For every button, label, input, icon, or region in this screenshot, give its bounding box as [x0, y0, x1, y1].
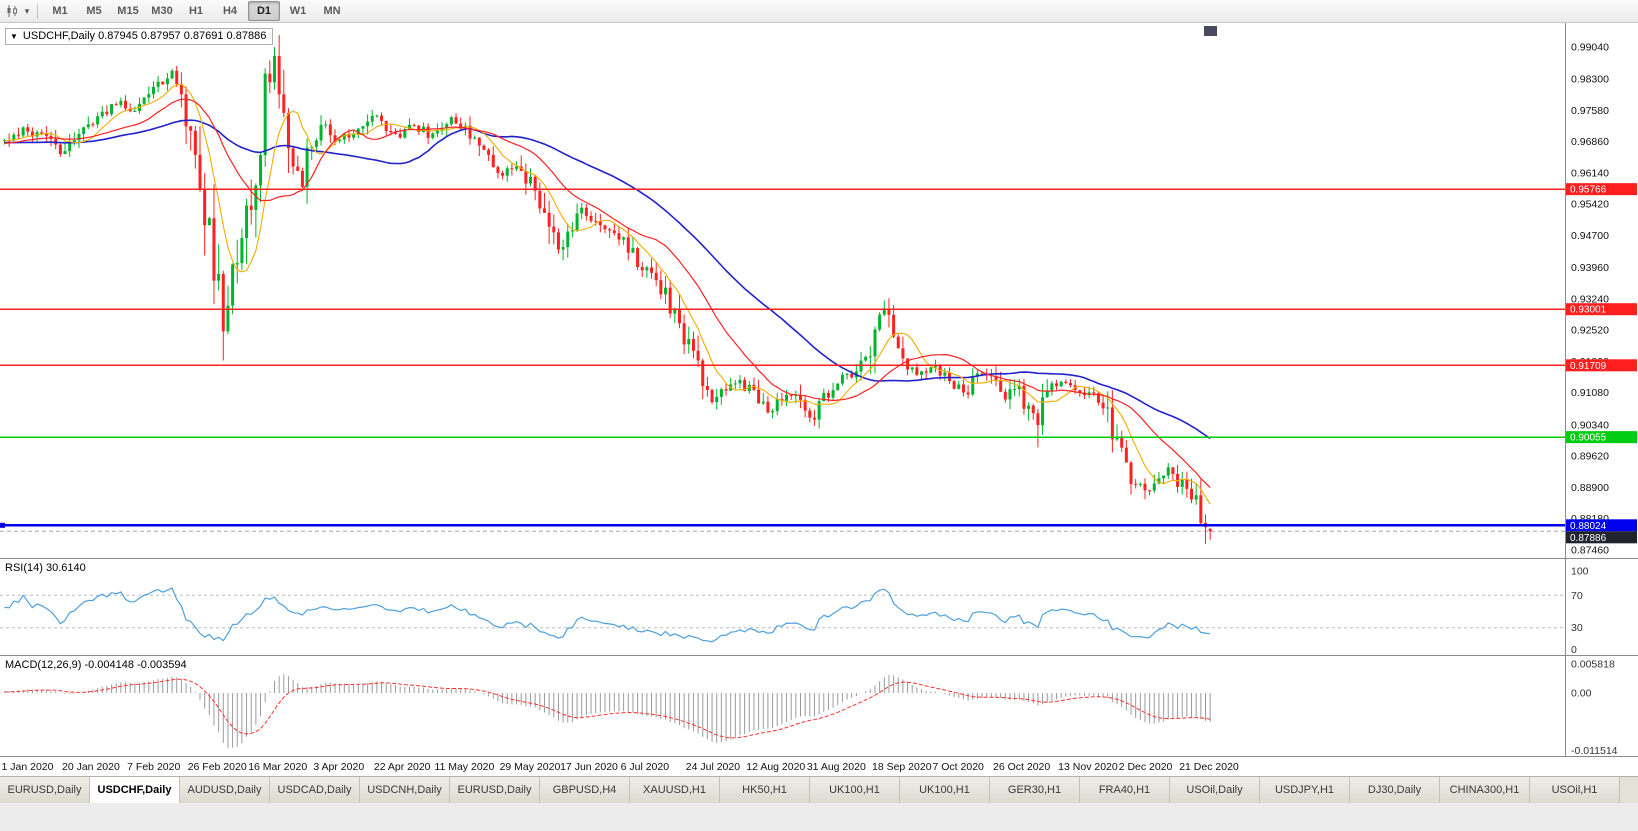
chart-tab-uk100-h1[interactable]: UK100,H1 — [900, 777, 990, 803]
price-axis[interactable] — [1565, 23, 1638, 756]
svg-text:100: 100 — [1571, 566, 1589, 578]
chart-tab-eurusd-daily[interactable]: EURUSD,Daily — [0, 777, 90, 803]
svg-text:0.99040: 0.99040 — [1571, 42, 1609, 54]
svg-text:0.95766: 0.95766 — [1570, 185, 1607, 196]
date-label: 21 Dec 2020 — [1179, 761, 1239, 773]
date-label: 18 Sep 2020 — [871, 761, 932, 773]
date-label: 22 Apr 2020 — [373, 761, 431, 773]
timeframe-button-h1[interactable]: H1 — [188, 5, 204, 17]
chart-tabs-bar: EURUSD,Daily USDCHF,Daily AUDUSD,Daily USDC… — [0, 776, 1638, 803]
date-label: 20 Jan 2020 — [62, 761, 120, 773]
chart-tab-ger30-h1[interactable]: GER30,H1 — [990, 777, 1080, 803]
chart-tab-usdchf-daily[interactable]: USDCHF,Daily — [90, 777, 180, 803]
chart-tab-usdcnh-daily[interactable]: USDCNH,Daily — [360, 777, 450, 803]
svg-text:0.87886: 0.87886 — [1570, 533, 1607, 544]
timeframe-button-h4[interactable]: H4 — [222, 5, 238, 17]
svg-text:0.92520: 0.92520 — [1571, 325, 1609, 337]
date-label: 16 Mar 2020 — [248, 761, 308, 773]
chart-shift-marker[interactable] — [1204, 26, 1217, 36]
svg-text:0.91709: 0.91709 — [1570, 361, 1607, 372]
timeframe-button-m5[interactable]: M5 — [86, 5, 102, 17]
svg-text:0.90340: 0.90340 — [1571, 419, 1609, 431]
svg-text:0.93001: 0.93001 — [1570, 305, 1607, 316]
svg-text:70: 70 — [1571, 590, 1583, 602]
chart-tab-eurusd-daily[interactable]: EURUSD,Daily — [450, 777, 540, 803]
svg-text:0.96860: 0.96860 — [1571, 136, 1609, 148]
toolbar-separator — [37, 3, 38, 19]
price-chart-panel[interactable]: 0.99040 0.98300 0.97580 0.96860 0.96140 0.954… — [0, 23, 1638, 558]
chart-symbol-box[interactable]: ▼ USDCHF,Daily 0.87945 0.87957 0.87691 0… — [5, 28, 274, 45]
svg-text:0.87460: 0.87460 — [1571, 544, 1609, 556]
time-axis[interactable]: 1 Jan 2020 20 Jan 2020 7 Feb 2020 26 Feb 20… — [0, 756, 1638, 776]
chart-tab-gbpusd-h4[interactable]: GBPUSD,H4 — [540, 777, 630, 803]
candlestick-chart-icon[interactable] — [4, 2, 22, 20]
svg-text:0.89620: 0.89620 — [1571, 451, 1609, 463]
chart-title: USDCHF,Daily 0.87945 0.87957 0.87691 0.8… — [22, 30, 267, 42]
timeframe-button-mn[interactable]: MN — [323, 5, 341, 17]
date-label: 26 Oct 2020 — [993, 761, 1051, 773]
chart-tab-uk100-h1[interactable]: UK100,H1 — [810, 777, 900, 803]
date-label: 7 Feb 2020 — [127, 761, 181, 773]
chart-tab-usoil-h1[interactable]: USOil,H1 — [1530, 777, 1620, 803]
chart-tab-usdcad-daily[interactable]: USDCAD,Daily — [270, 777, 360, 803]
svg-text:0.94700: 0.94700 — [1571, 230, 1609, 242]
svg-text:-0.011514: -0.011514 — [1571, 745, 1618, 756]
timeframe-toolbar: ▾ M1 M5 M15 M30 H1 H4 D1 W1 MN — [0, 0, 1638, 23]
chart-tab-xauusd-h1[interactable]: XAUUSD,H1 — [630, 777, 720, 803]
date-label: 3 Apr 2020 — [313, 761, 365, 773]
svg-text:0.96140: 0.96140 — [1571, 167, 1609, 179]
svg-text:0.91080: 0.91080 — [1571, 387, 1609, 399]
date-label: 31 Aug 2020 — [806, 761, 866, 773]
bottom-strip — [0, 803, 1638, 831]
macd-label: MACD(12,26,9) -0.004148 -0.003594 — [5, 659, 187, 671]
date-label: 17 Jun 2020 — [560, 761, 618, 773]
timeframe-button-m15[interactable]: M15 — [117, 5, 139, 17]
svg-text:30: 30 — [1571, 622, 1583, 634]
macd-panel[interactable]: 0.005818 0.00 -0.011514 MACD(12,26,9) -0.0… — [0, 655, 1638, 756]
date-label: 26 Feb 2020 — [187, 761, 247, 773]
date-label: 2 Dec 2020 — [1118, 761, 1173, 773]
chart-tab-dj30-daily[interactable]: DJ30,Daily — [1350, 777, 1440, 803]
svg-text:0.93240: 0.93240 — [1571, 293, 1609, 305]
date-label: 13 Nov 2020 — [1058, 761, 1118, 773]
timeframe-group: M1 M5 M15 M30 H1 H4 D1 W1 MN — [43, 1, 349, 21]
chart-tab-hk50-h1[interactable]: HK50,H1 — [720, 777, 810, 803]
chart-tab-china300-h1[interactable]: CHINA300,H1 — [1440, 777, 1530, 803]
svg-text:0.95420: 0.95420 — [1571, 199, 1609, 211]
svg-text:0.88024: 0.88024 — [1570, 521, 1607, 532]
svg-text:0: 0 — [1571, 644, 1577, 655]
timeframe-button-m1[interactable]: M1 — [52, 5, 68, 17]
timeframe-button-d1[interactable]: D1 — [248, 1, 280, 21]
chart-tab-usdjpy-h1[interactable]: USDJPY,H1 — [1260, 777, 1350, 803]
chart-tab-audusd-daily[interactable]: AUDUSD,Daily — [180, 777, 270, 803]
svg-text:0.93960: 0.93960 — [1571, 262, 1609, 274]
date-label: 24 Jul 2020 — [685, 761, 741, 773]
svg-text:0.98300: 0.98300 — [1571, 74, 1609, 86]
date-label: 12 Aug 2020 — [746, 761, 806, 773]
svg-text:0.00: 0.00 — [1571, 688, 1592, 700]
svg-text:0.90055: 0.90055 — [1570, 433, 1607, 444]
date-label: 11 May 2020 — [434, 761, 495, 773]
date-label: 7 Oct 2020 — [932, 761, 984, 773]
triangle-down-icon: ▼ — [10, 31, 18, 41]
date-label: 1 Jan 2020 — [1, 761, 54, 773]
rsi-label: RSI(14) 30.6140 — [5, 562, 86, 574]
chart-tab-usoil-daily[interactable]: USOil,Daily — [1170, 777, 1260, 803]
rsi-panel[interactable]: 100 70 30 0 RSI(14) 30.6140 — [0, 558, 1638, 655]
chart-tab-fra40-h1[interactable]: FRA40,H1 — [1080, 777, 1170, 803]
svg-text:0.97580: 0.97580 — [1571, 105, 1609, 117]
timeframe-button-m30[interactable]: M30 — [151, 5, 173, 17]
date-label: 6 Jul 2020 — [620, 761, 670, 773]
timeframe-button-w1[interactable]: W1 — [289, 5, 307, 17]
chevron-down-icon[interactable]: ▾ — [24, 5, 30, 16]
svg-text:0.005818: 0.005818 — [1571, 658, 1615, 670]
svg-text:0.88900: 0.88900 — [1571, 482, 1609, 494]
date-label: 29 May 2020 — [499, 761, 561, 773]
